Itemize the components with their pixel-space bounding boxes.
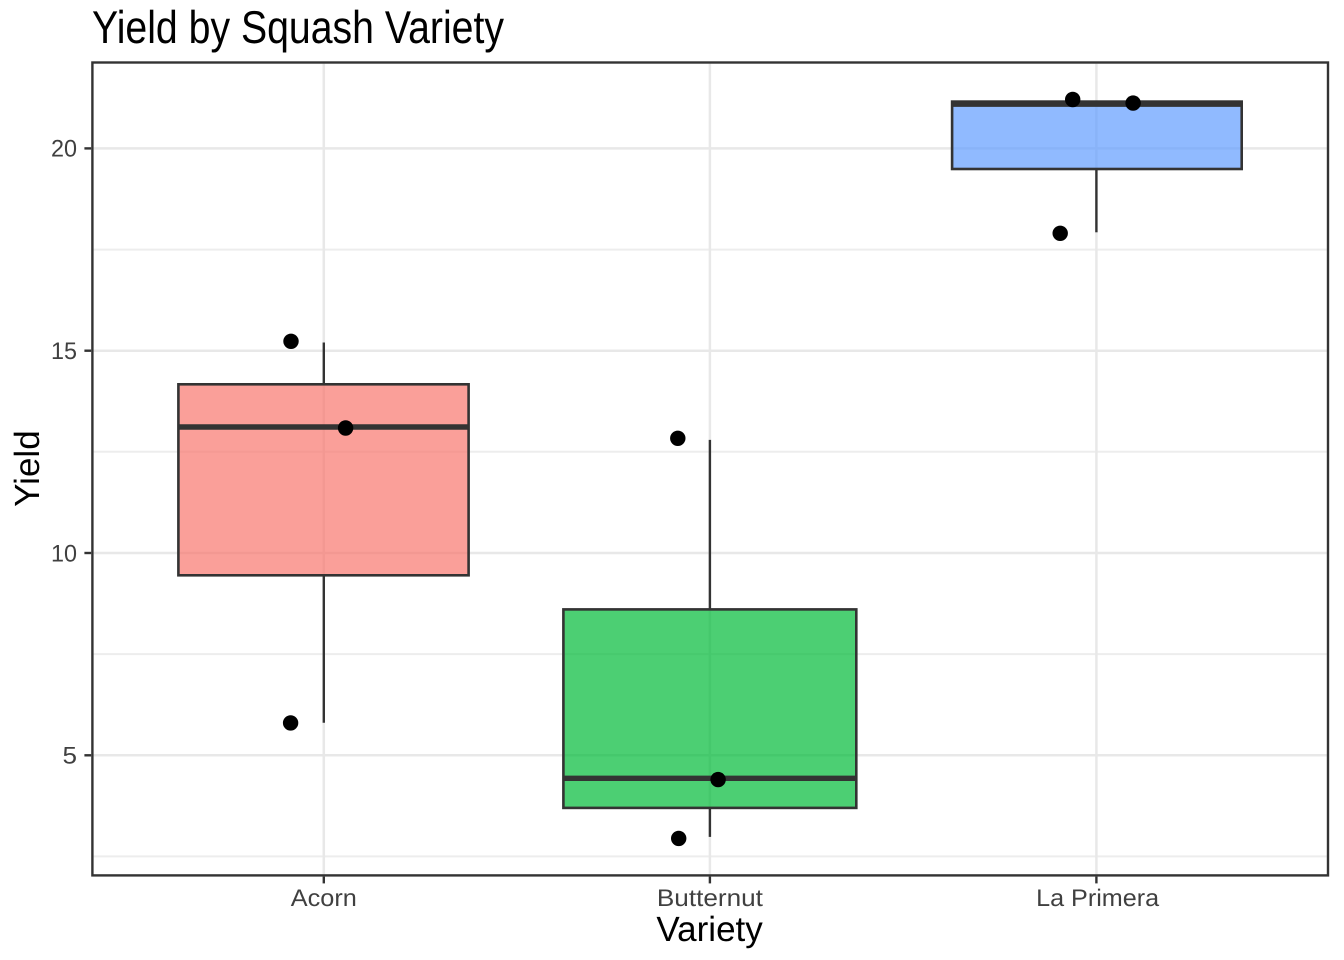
svg-text:Variety: Variety (656, 910, 763, 949)
svg-text:5: 5 (63, 743, 78, 770)
svg-text:20: 20 (51, 136, 77, 163)
svg-text:Yield by Squash Variety: Yield by Squash Variety (92, 1, 504, 53)
svg-text:La Primera: La Primera (1036, 885, 1160, 912)
svg-text:Acorn: Acorn (291, 885, 357, 912)
svg-text:Butternut: Butternut (657, 885, 763, 912)
svg-text:10: 10 (51, 540, 77, 567)
svg-text:Yield: Yield (8, 430, 47, 507)
svg-text:15: 15 (51, 338, 77, 365)
